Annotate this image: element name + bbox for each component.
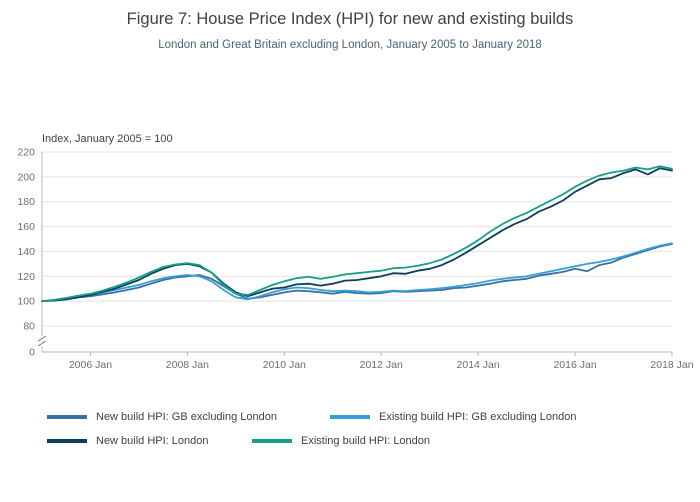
svg-text:220: 220 bbox=[17, 147, 35, 159]
svg-text:180: 180 bbox=[17, 196, 35, 208]
legend-swatch-existing-build-gb bbox=[330, 415, 370, 419]
svg-text:160: 160 bbox=[17, 221, 35, 233]
svg-text:200: 200 bbox=[17, 171, 35, 183]
legend-item-existing-build-gb: Existing build HPI: GB excluding London bbox=[330, 409, 577, 425]
chart-subtitle: London and Great Britain excluding Londo… bbox=[158, 39, 542, 51]
svg-text:2018 Jan: 2018 Jan bbox=[650, 359, 693, 371]
chart-title: Figure 7: House Price Index (HPI) for ne… bbox=[126, 10, 574, 28]
legend-item-new-build-london: New build HPI: London bbox=[47, 433, 209, 449]
svg-text:2012 Jan: 2012 Jan bbox=[360, 359, 403, 371]
svg-text:2014 Jan: 2014 Jan bbox=[457, 359, 500, 371]
legend-swatch-new-build-gb bbox=[47, 415, 87, 419]
legend-label: New build HPI: GB excluding London bbox=[96, 411, 277, 423]
legend-swatch-new-build-london bbox=[47, 439, 87, 443]
svg-text:140: 140 bbox=[17, 246, 35, 258]
svg-text:2006 Jan: 2006 Jan bbox=[69, 359, 112, 371]
svg-text:120: 120 bbox=[17, 271, 35, 283]
chart-plot-area: 0 80 100 120 140 160 180 200 220 2006 Jan 2008 Jan… bbox=[17, 147, 693, 372]
legend-label: Existing build HPI: London bbox=[301, 435, 431, 447]
svg-text:80: 80 bbox=[23, 321, 35, 333]
svg-text:2016 Jan: 2016 Jan bbox=[553, 359, 596, 371]
legend-item-existing-build-london: Existing build HPI: London bbox=[252, 433, 430, 449]
legend-label: Existing build HPI: GB excluding London bbox=[379, 411, 577, 423]
legend-swatch-existing-build-london bbox=[252, 439, 292, 443]
svg-text:100: 100 bbox=[17, 296, 35, 308]
legend-label: New build HPI: London bbox=[96, 435, 209, 447]
y-axis-unit-label: Index, January 2005 = 100 bbox=[42, 133, 173, 145]
svg-text:2010 Jan: 2010 Jan bbox=[263, 359, 306, 371]
svg-text:0: 0 bbox=[29, 347, 35, 359]
legend-item-new-build-gb: New build HPI: GB excluding London bbox=[47, 409, 277, 425]
svg-text:2008 Jan: 2008 Jan bbox=[166, 359, 209, 371]
